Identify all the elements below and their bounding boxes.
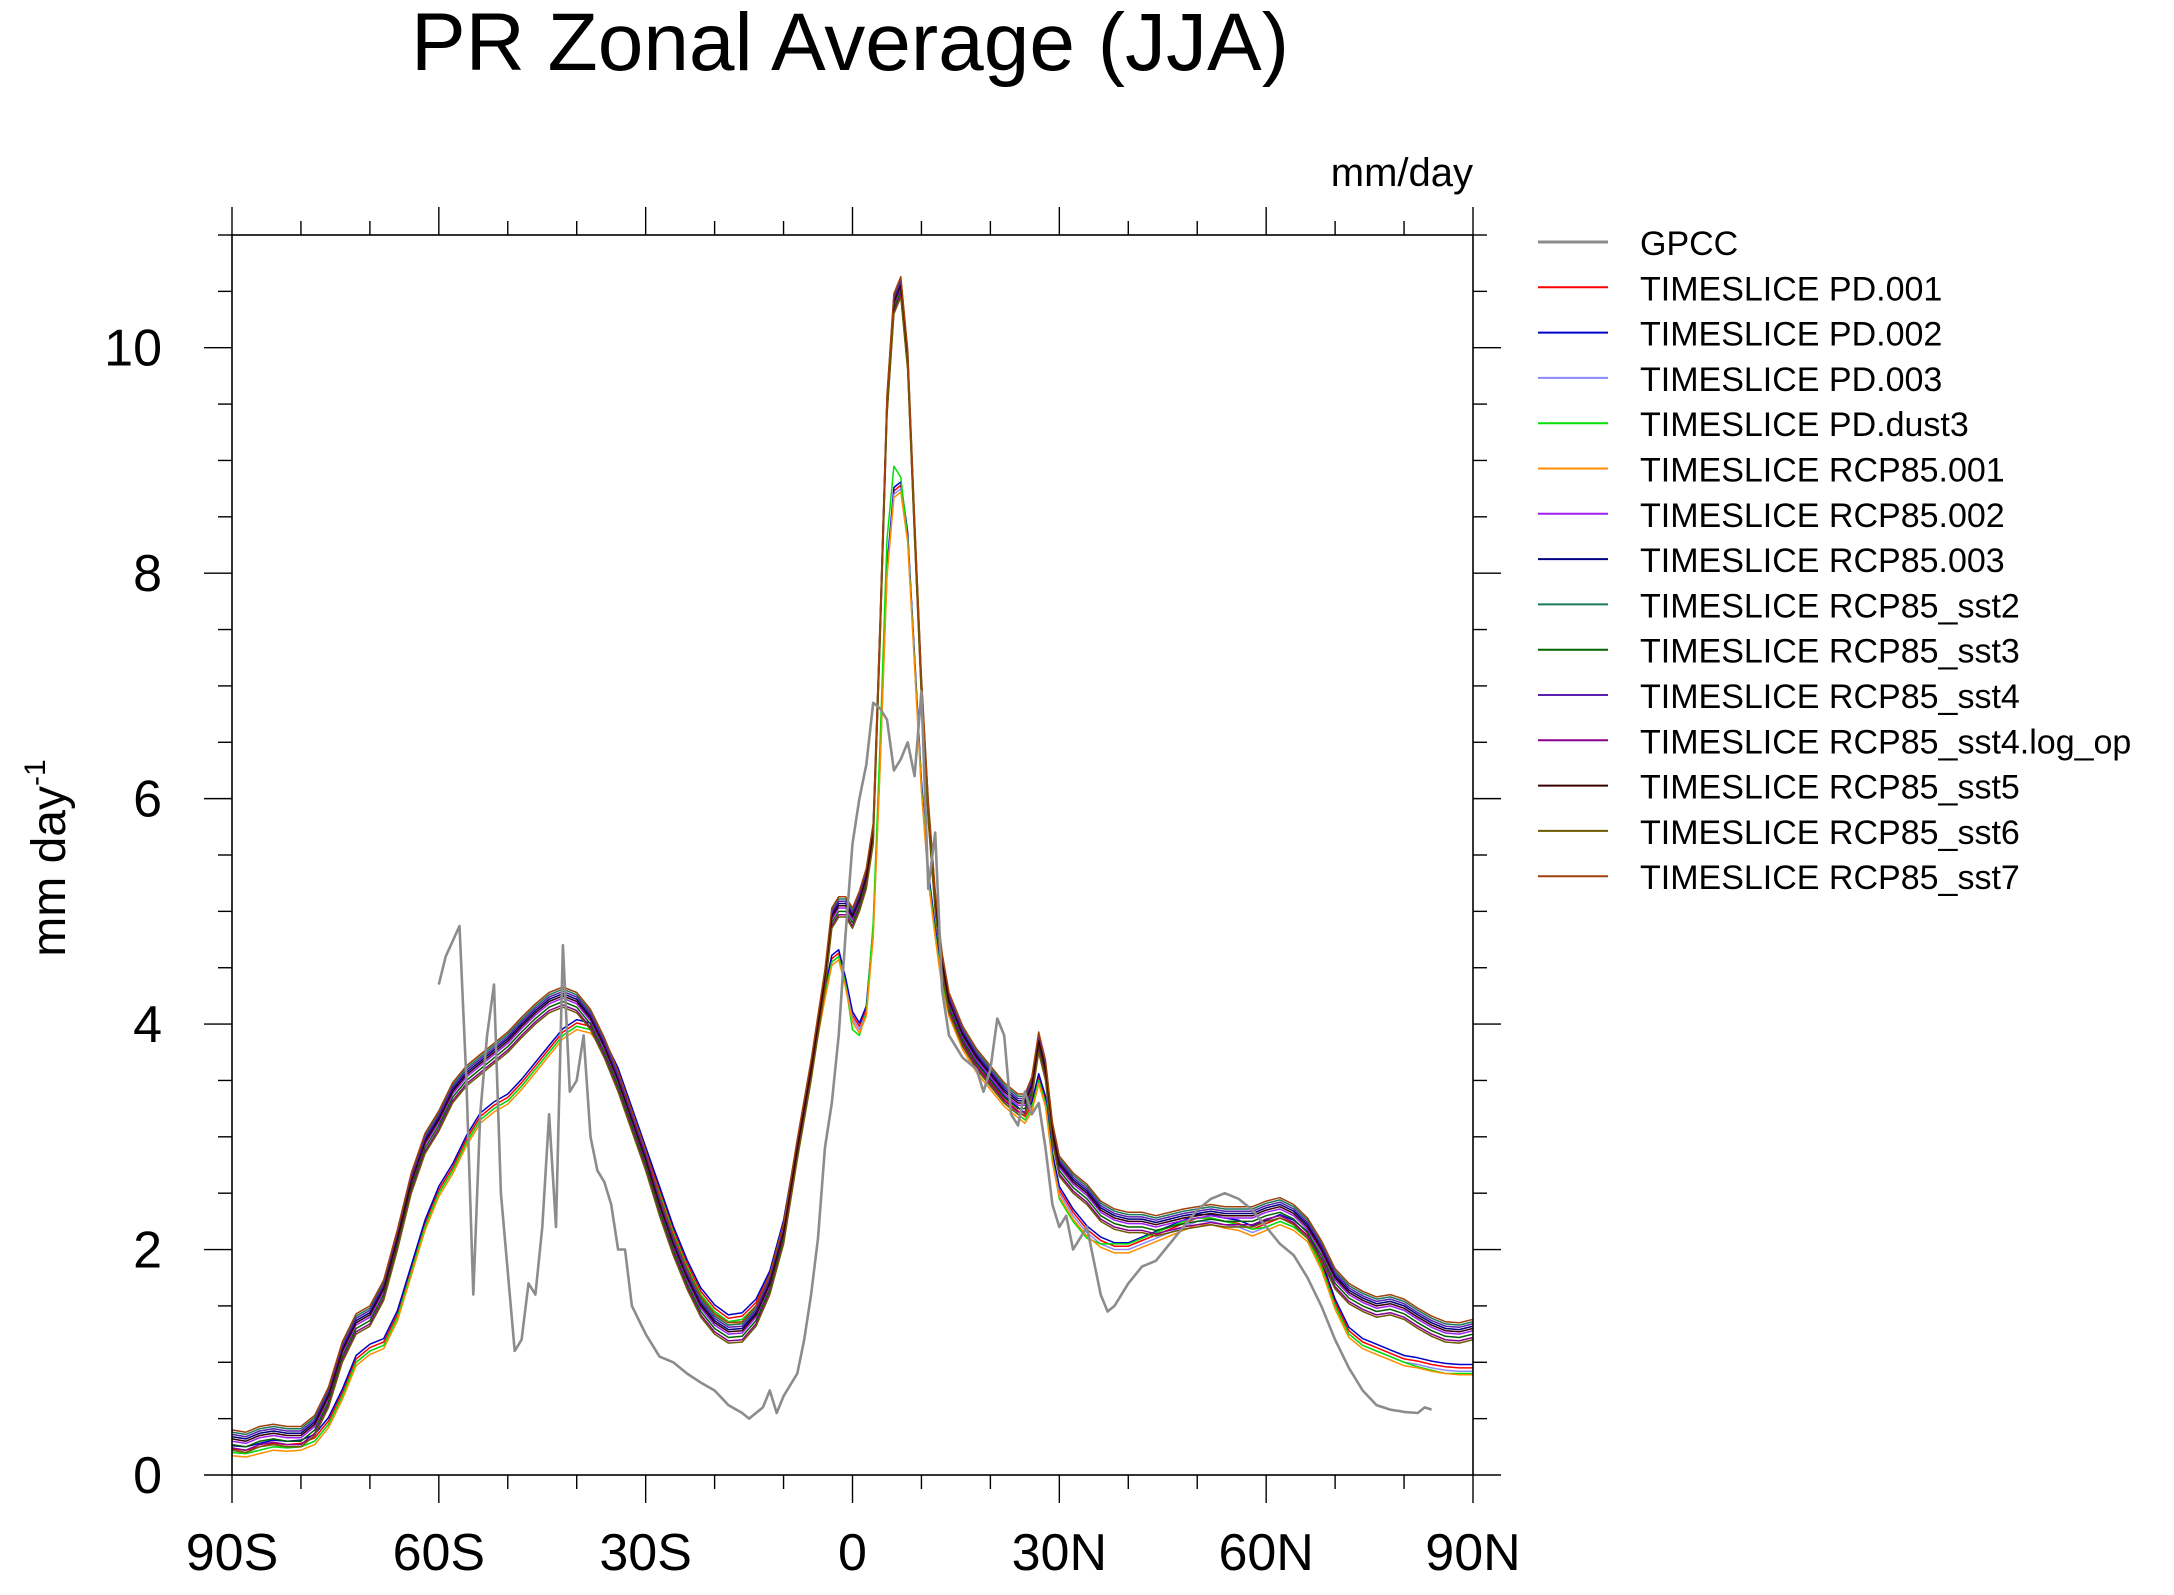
series-line-timeslice-rcp85-sst3 [232,290,1473,1448]
legend-item: TIMESLICE PD.003 [1538,361,1942,399]
series-line-timeslice-rcp85-002 [232,287,1473,1445]
legend-label: TIMESLICE RCP85.001 [1640,452,2005,490]
y-tick-label: 10 [104,320,162,378]
legend-label: GPCC [1640,225,1738,263]
legend-item: TIMESLICE RCP85_sst6 [1538,814,2020,852]
y-tick-labels: 0 2 4 6 8 10 [104,320,162,1505]
series-line-timeslice-rcp85-sst4-log-op [232,293,1473,1451]
legend-label: TIMESLICE RCP85_sst3 [1640,633,2020,671]
series-line-timeslice-pd-dust3 [232,465,1473,1455]
y-axis-label-superscript: -1 [19,759,52,786]
series-line-timeslice-rcp85-001 [232,491,1473,1458]
svg-text:mm day-1: mm day-1 [19,759,76,956]
y-tick-label: 4 [133,996,162,1054]
units-label: mm/day [1331,151,1473,195]
series-line-timeslice-pd-003 [232,487,1473,1455]
legend-item: TIMESLICE PD.dust3 [1538,406,1969,444]
x-tick-label: 90S [186,1524,279,1582]
x-tick-labels: 90S 60S 30S 0 30N 60N 90N [186,1524,1521,1582]
legend-item: TIMESLICE RCP85_sst3 [1538,633,2020,671]
x-tick-label: 60S [393,1524,486,1582]
series-lines [232,275,1473,1458]
legend-label: TIMESLICE PD.001 [1640,270,1942,308]
legend-label: TIMESLICE RCP85_sst7 [1640,859,2020,897]
legend-label: TIMESLICE RCP85.003 [1640,542,2005,580]
legend-label: TIMESLICE RCP85_sst2 [1640,587,2020,625]
series-line-timeslice-rcp85-003 [232,282,1473,1440]
legend-label: TIMESLICE PD.002 [1640,316,1942,354]
legend: GPCC TIMESLICE PD.001 TIMESLICE PD.002 TIME… [1538,225,2131,897]
y-axis-label: mm day-1 [19,759,76,956]
plot-frame [231,234,1474,1476]
legend-label: TIMESLICE RCP85_sst5 [1640,769,2020,807]
y-axis-label-text: mm day [23,786,76,957]
series-line-timeslice-rcp85-sst5 [232,284,1473,1442]
legend-item: GPCC [1538,225,1738,263]
x-tick-label: 90N [1425,1524,1520,1582]
legend-label: TIMESLICE PD.dust3 [1640,406,1969,444]
legend-label: TIMESLICE RCP85_sst6 [1640,814,2020,852]
legend-label: TIMESLICE RCP85_sst4.log_op [1640,723,2131,761]
y-tick-label: 6 [133,771,162,829]
legend-item: TIMESLICE RCP85.001 [1538,452,2005,490]
series-line-timeslice-pd-001 [232,484,1473,1451]
legend-item: TIMESLICE RCP85.002 [1538,497,2005,535]
x-tick-label: 30S [599,1524,692,1582]
legend-item: TIMESLICE RCP85_sst2 [1538,587,2020,625]
legend-label: TIMESLICE PD.003 [1640,361,1942,399]
axis-ticks [204,207,1501,1503]
series-line-timeslice-pd-002 [232,481,1473,1448]
legend-label: TIMESLICE RCP85.002 [1640,497,2005,535]
x-tick-label: 30N [1012,1524,1107,1582]
x-tick-label: 60N [1218,1524,1313,1582]
legend-item: TIMESLICE RCP85_sst4 [1538,678,2020,716]
y-tick-label: 0 [133,1447,162,1505]
y-tick-label: 8 [133,545,162,603]
series-line-gpcc [437,690,1432,1420]
legend-item: TIMESLICE RCP85.003 [1538,542,2005,580]
legend-item: TIMESLICE PD.001 [1538,270,1942,308]
legend-item: TIMESLICE PD.002 [1538,316,1942,354]
x-tick-label: 0 [838,1524,867,1582]
legend-item: TIMESLICE RCP85_sst4.log_op [1538,723,2131,761]
chart-title: PR Zonal Average (JJA) [411,0,1289,88]
legend-label: TIMESLICE RCP85_sst4 [1640,678,2020,716]
legend-item: TIMESLICE RCP85_sst7 [1538,859,2020,897]
series-line-timeslice-rcp85-sst6 [232,296,1473,1454]
legend-item: TIMESLICE RCP85_sst5 [1538,769,2020,807]
y-tick-label: 2 [133,1222,162,1280]
